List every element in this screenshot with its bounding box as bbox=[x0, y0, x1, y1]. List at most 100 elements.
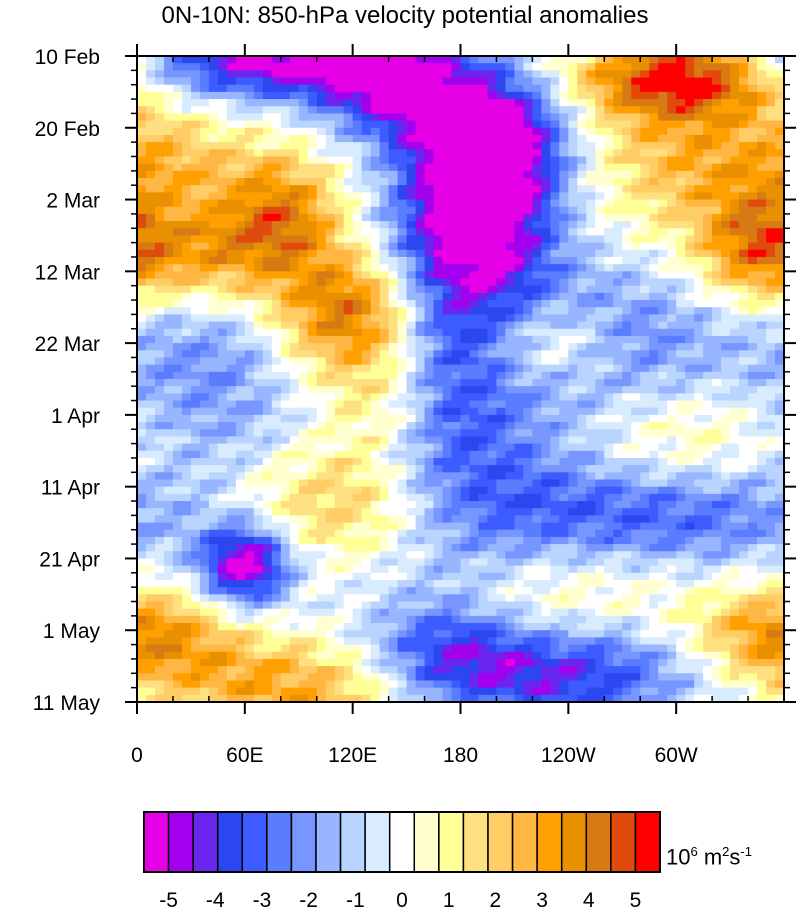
heatmap-cell bbox=[370, 170, 381, 179]
heatmap-cell bbox=[613, 185, 623, 193]
heatmap-cell bbox=[478, 407, 489, 416]
heatmap-cell bbox=[694, 106, 704, 115]
heatmap-cell bbox=[199, 142, 210, 150]
heatmap-cell bbox=[352, 457, 363, 466]
heatmap-cell bbox=[280, 357, 291, 366]
heatmap-cell bbox=[235, 357, 246, 366]
heatmap-cell bbox=[766, 99, 776, 107]
heatmap-cell bbox=[163, 544, 174, 552]
heatmap-cell bbox=[631, 422, 641, 430]
heatmap-cell bbox=[226, 156, 237, 165]
heatmap-cell bbox=[307, 91, 318, 100]
heatmap-cell bbox=[280, 185, 291, 193]
heatmap-cell bbox=[163, 170, 174, 179]
heatmap-cell bbox=[496, 522, 507, 531]
heatmap-cell bbox=[262, 256, 273, 265]
heatmap-cell bbox=[334, 84, 345, 93]
heatmap-cell bbox=[721, 120, 731, 129]
heatmap-cell bbox=[541, 300, 551, 308]
heatmap-cell bbox=[361, 357, 372, 366]
heatmap-cell bbox=[451, 134, 462, 143]
heatmap-cell bbox=[154, 106, 165, 115]
heatmap-cell bbox=[424, 199, 435, 208]
heatmap-cell bbox=[613, 350, 623, 359]
heatmap-cell bbox=[775, 386, 785, 394]
heatmap-cell bbox=[379, 249, 390, 258]
heatmap-cell bbox=[244, 450, 255, 459]
heatmap-cell bbox=[667, 156, 677, 165]
heatmap-cell bbox=[766, 501, 776, 509]
heatmap-cell bbox=[775, 529, 785, 538]
heatmap-cell bbox=[577, 357, 587, 366]
heatmap-cell bbox=[343, 242, 354, 251]
heatmap-cell bbox=[424, 206, 435, 215]
heatmap-cell bbox=[478, 56, 489, 64]
heatmap-cell bbox=[424, 364, 435, 373]
heatmap-cell bbox=[676, 508, 686, 516]
heatmap-cell bbox=[757, 235, 767, 244]
heatmap-cell bbox=[748, 285, 758, 294]
heatmap-cell bbox=[415, 292, 426, 301]
heatmap-cell bbox=[325, 221, 336, 229]
heatmap-cell bbox=[721, 127, 731, 136]
heatmap-cell bbox=[154, 429, 165, 438]
heatmap-cell bbox=[325, 170, 336, 179]
heatmap-cell bbox=[649, 185, 659, 193]
heatmap-cell bbox=[739, 479, 749, 488]
heatmap-cell bbox=[307, 120, 318, 129]
heatmap-cell bbox=[613, 436, 623, 445]
heatmap-cell bbox=[532, 486, 542, 495]
heatmap-cell bbox=[568, 457, 578, 466]
heatmap-cell bbox=[523, 56, 533, 64]
heatmap-cell bbox=[298, 63, 309, 71]
heatmap-cell bbox=[658, 242, 668, 251]
heatmap-cell bbox=[658, 99, 668, 107]
heatmap-cell bbox=[379, 450, 390, 459]
heatmap-cell bbox=[559, 307, 569, 315]
heatmap-cell bbox=[208, 213, 219, 222]
heatmap-cell bbox=[739, 242, 749, 251]
heatmap-cell bbox=[190, 235, 201, 244]
heatmap-cell bbox=[631, 221, 641, 229]
heatmap-cell bbox=[307, 249, 318, 258]
heatmap-cell bbox=[487, 436, 498, 445]
heatmap-cell bbox=[181, 472, 192, 481]
heatmap-cell bbox=[676, 457, 686, 466]
heatmap-cell bbox=[631, 357, 641, 366]
heatmap-cell bbox=[262, 328, 273, 337]
heatmap-cell bbox=[586, 106, 596, 115]
heatmap-cell bbox=[181, 522, 192, 531]
heatmap-cell bbox=[550, 256, 560, 265]
heatmap-cell bbox=[730, 120, 740, 129]
heatmap-cell bbox=[343, 407, 354, 416]
heatmap-cell bbox=[325, 127, 336, 136]
heatmap-cell bbox=[361, 443, 372, 452]
heatmap-cell bbox=[487, 249, 498, 258]
heatmap-cell bbox=[208, 142, 219, 150]
heatmap-cell bbox=[298, 457, 309, 466]
heatmap-cell bbox=[622, 536, 632, 545]
heatmap-cell bbox=[460, 77, 471, 86]
heatmap-cell bbox=[577, 371, 587, 380]
heatmap-cell bbox=[154, 357, 165, 366]
heatmap-cell bbox=[460, 242, 471, 251]
heatmap-cell bbox=[316, 457, 327, 466]
heatmap-cell bbox=[397, 529, 408, 538]
heatmap-cell bbox=[469, 134, 480, 143]
heatmap-cell bbox=[505, 142, 516, 150]
heatmap-cell bbox=[190, 178, 201, 186]
heatmap-cell bbox=[667, 414, 677, 423]
heatmap-cell bbox=[685, 84, 695, 93]
heatmap-cell bbox=[514, 457, 525, 466]
heatmap-cell bbox=[262, 278, 273, 287]
heatmap-cell bbox=[703, 185, 713, 193]
heatmap-cell bbox=[406, 335, 417, 344]
heatmap-cell bbox=[604, 242, 614, 251]
heatmap-cell bbox=[163, 127, 174, 136]
heatmap-cell bbox=[739, 529, 749, 538]
heatmap-cell bbox=[181, 106, 192, 115]
heatmap-cell bbox=[739, 328, 749, 337]
heatmap-cell bbox=[280, 256, 291, 265]
heatmap-cell bbox=[460, 70, 471, 79]
heatmap-cell bbox=[307, 343, 318, 351]
